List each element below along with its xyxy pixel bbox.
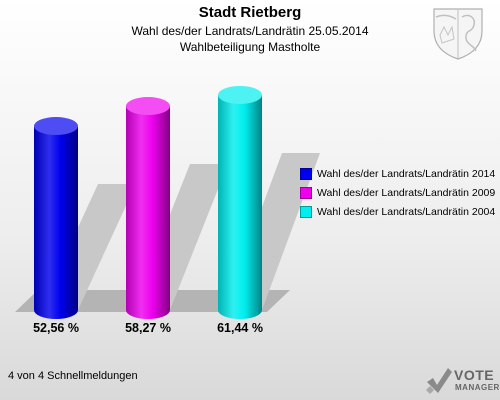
chart-subtitle-2: Wahlbeteiligung Mastholte [179, 40, 321, 54]
chart-subtitle: Wahl des/der Landrats/Landrätin 25.05.20… [131, 24, 369, 38]
value-label-2014: 52,56 % [33, 321, 79, 335]
value-label-2004: 61,44 % [217, 321, 263, 335]
legend-label-2004: Wahl des/der Landrats/Landrätin 2004 [317, 205, 496, 218]
check-mark-icon [426, 368, 452, 394]
logo-text-manager: MANAGER [455, 383, 500, 392]
bar-top-2009 [126, 97, 170, 116]
legend-swatch-2009 [300, 186, 312, 199]
legend-swatch-2014 [300, 167, 312, 180]
bar-2004 [218, 94, 262, 320]
value-label-2009: 58,27 % [125, 321, 171, 335]
bar-2009 [126, 106, 170, 320]
legend: Wahl des/der Landrats/Landrätin 2014 Wah… [300, 164, 500, 221]
bar-2014 [34, 126, 78, 319]
legend-label-2009: Wahl des/der Landrats/Landrätin 2009 [317, 186, 496, 199]
value-labels: 52,56 % 58,27 % 61,44 % [33, 321, 263, 335]
legend-swatch-2004 [300, 205, 312, 218]
coat-of-arms-icon [433, 8, 483, 60]
vote-manager-logo: VOTE MANAGER [424, 364, 500, 396]
bar-series [34, 85, 320, 320]
bar-top-2004 [218, 85, 262, 104]
bar-top-2014 [34, 117, 78, 136]
logo-text-vote: VOTE [454, 367, 495, 383]
footer-status: 4 von 4 Schnellmeldungen [8, 370, 138, 382]
legend-item-2009: Wahl des/der Landrats/Landrätin 2009 [300, 183, 500, 202]
legend-label-2014: Wahl des/der Landrats/Landrätin 2014 [317, 167, 496, 180]
legend-item-2014: Wahl des/der Landrats/Landrätin 2014 [300, 164, 500, 183]
legend-item-2004: Wahl des/der Landrats/Landrätin 2004 [300, 202, 500, 221]
chart-title: Stadt Rietberg [198, 4, 302, 21]
